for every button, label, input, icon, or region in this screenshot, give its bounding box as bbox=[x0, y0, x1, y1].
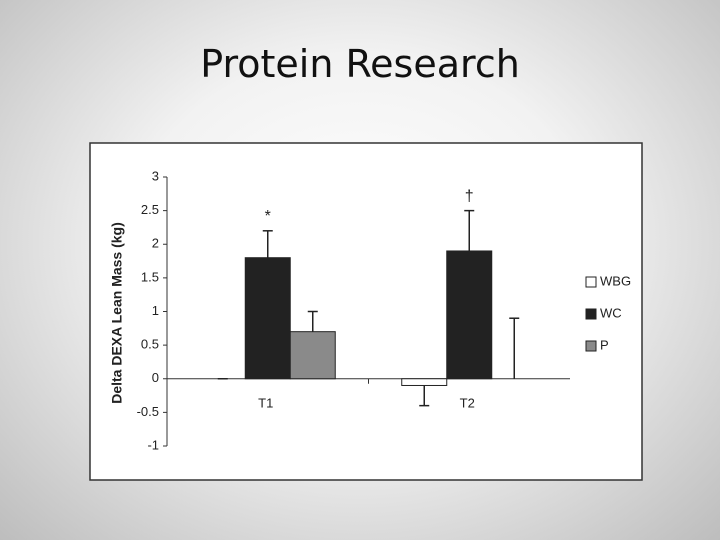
error-bar bbox=[419, 385, 430, 407]
x-tick-label: T2 bbox=[460, 395, 475, 410]
y-tick-label: 1 bbox=[152, 303, 159, 318]
y-tick-label: 0 bbox=[152, 370, 159, 385]
annotation: * bbox=[265, 208, 271, 225]
slide-title: Protein Research bbox=[200, 42, 520, 86]
y-tick-label: 2.5 bbox=[141, 202, 159, 217]
y-axis-title: Delta DEXA Lean Mass (kg) bbox=[109, 222, 125, 404]
x-tick-label: T1 bbox=[258, 395, 273, 410]
bar bbox=[244, 257, 291, 380]
y-tick-label: -1 bbox=[147, 437, 159, 452]
legend-swatch bbox=[585, 340, 597, 352]
legend-label: WC bbox=[600, 305, 622, 320]
error-bar bbox=[464, 209, 475, 251]
y-tick-label: -0.5 bbox=[137, 404, 159, 419]
y-tick-label: 1.5 bbox=[141, 269, 159, 284]
bar bbox=[446, 250, 493, 380]
y-tick-label: 0.5 bbox=[141, 337, 159, 352]
legend-swatch bbox=[585, 308, 597, 320]
y-tick-label: 3 bbox=[152, 168, 159, 183]
y-tick-label: 2 bbox=[152, 236, 159, 251]
bar bbox=[289, 331, 336, 380]
bar bbox=[401, 378, 448, 386]
error-bar bbox=[307, 310, 318, 332]
legend-swatch bbox=[585, 276, 597, 288]
annotation: † bbox=[465, 188, 474, 205]
error-bar bbox=[262, 230, 273, 258]
legend-label: WBG bbox=[600, 273, 631, 288]
chart-frame bbox=[89, 142, 643, 481]
legend-label: P bbox=[600, 337, 609, 352]
error-bar bbox=[509, 317, 520, 379]
